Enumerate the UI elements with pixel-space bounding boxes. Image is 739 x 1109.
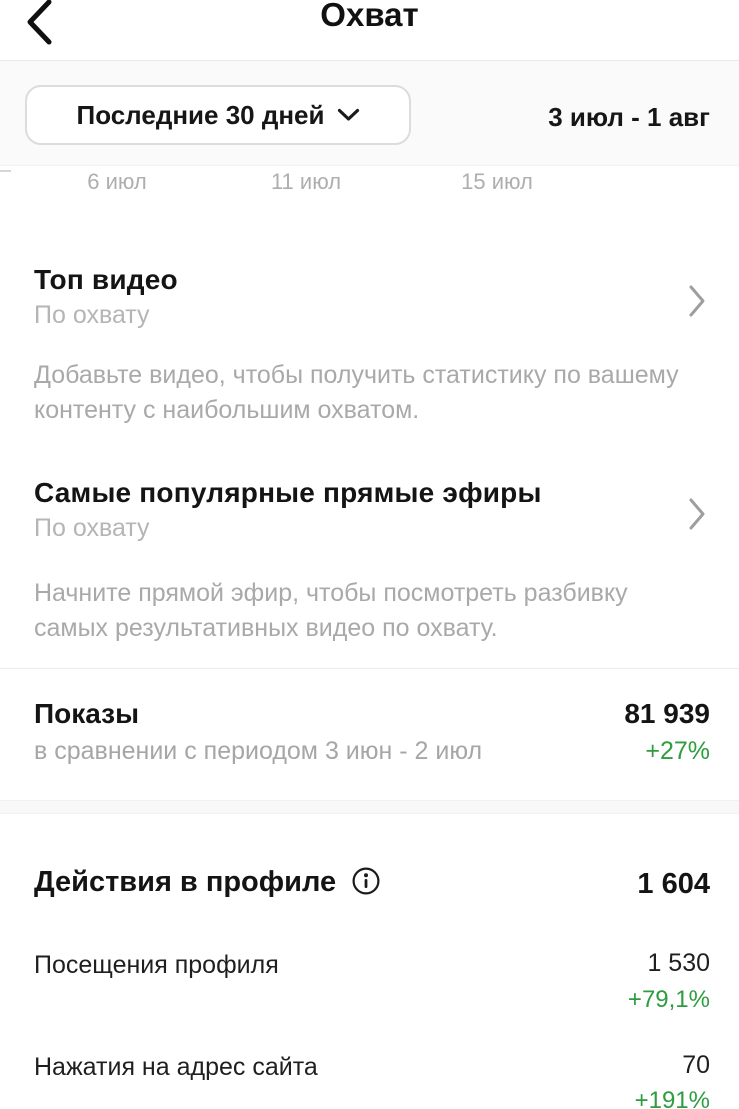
website-taps-label: Нажатия на адрес сайта (34, 1053, 318, 1081)
impressions-value: 81 939 (624, 698, 710, 729)
profile-actions-total: 1 604 (637, 868, 710, 900)
top-lives-empty-text: Начните прямой эфир, чтобы посмотреть ра… (34, 579, 628, 642)
website-taps-value: 70 (682, 1051, 710, 1079)
profile-actions-header: Действия в профиле (34, 866, 381, 899)
chart-baseline-fragment (0, 170, 11, 172)
top-lives-subtitle: По охвату (34, 514, 150, 542)
header-divider (0, 60, 739, 61)
section-band-divider (0, 800, 739, 814)
profile-visits-value: 1 530 (647, 949, 710, 977)
section-divider (0, 668, 739, 669)
website-taps-change: +191% (634, 1087, 710, 1109)
chevron-right-icon[interactable] (688, 497, 707, 536)
period-selector-button[interactable]: Последние 30 дней (25, 85, 411, 145)
info-button[interactable] (351, 866, 381, 899)
page-title: Охват (320, 0, 419, 33)
chart-tick-2: 11 июл (270, 169, 342, 194)
info-icon (351, 866, 381, 899)
chart-tick-1: 6 июл (87, 169, 147, 194)
top-videos-header[interactable]: Топ видео По охвату (34, 264, 178, 330)
profile-actions-title: Действия в профиле (34, 866, 337, 898)
date-range-label: 3 июл - 1 авг (548, 102, 710, 132)
chart-tick-3: 15 июл (461, 169, 533, 194)
impressions-change: +27% (645, 737, 710, 765)
top-videos-title: Топ видео (34, 264, 178, 295)
impressions-label: Показы (34, 698, 139, 729)
top-lives-header[interactable]: Самые популярные прямые эфиры По охвату (34, 477, 542, 543)
impressions-comparison: в сравнении с периодом 3 июн - 2 июл (34, 737, 483, 765)
top-lives-title: Самые популярные прямые эфиры (34, 477, 542, 508)
chevron-down-icon (337, 108, 360, 122)
period-selector-label: Последние 30 дней (76, 99, 325, 130)
chevron-right-icon[interactable] (688, 284, 707, 323)
top-videos-subtitle: По охвату (34, 301, 150, 329)
back-button[interactable] (24, 0, 64, 48)
profile-visits-label: Посещения профиля (34, 951, 279, 979)
top-videos-empty-text: Добавьте видео, чтобы получить статистик… (34, 361, 679, 424)
profile-visits-change: +79,1% (627, 986, 710, 1013)
back-chevron-icon (24, 0, 54, 48)
